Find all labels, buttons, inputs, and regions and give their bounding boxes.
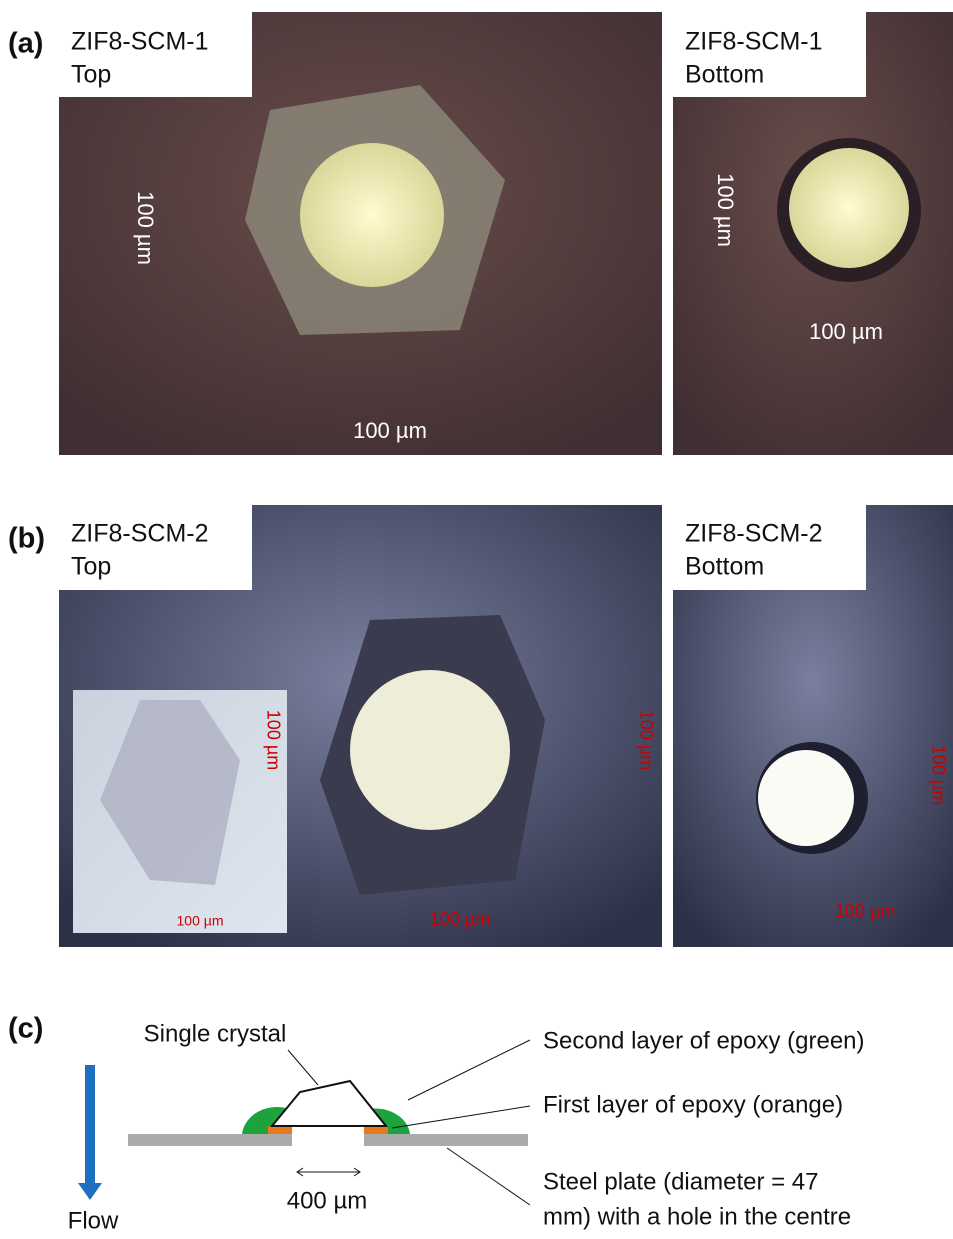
caption: ZIF8-SCM-2 bbox=[685, 520, 823, 548]
scale-bar: 100 µm bbox=[713, 173, 738, 247]
panel-label: (a) bbox=[8, 28, 43, 60]
pointer bbox=[288, 1050, 318, 1085]
caption: ZIF8-SCM-1 bbox=[71, 28, 209, 56]
pointer bbox=[408, 1040, 530, 1100]
flow-label: Flow bbox=[68, 1207, 119, 1234]
annotation: mm) with a hole in the centre bbox=[543, 1203, 851, 1230]
annotation: First layer of epoxy (orange) bbox=[543, 1091, 843, 1118]
steel-plate bbox=[364, 1134, 528, 1146]
annotation: Second layer of epoxy (green) bbox=[543, 1027, 865, 1054]
gap-label: 400 µm bbox=[287, 1187, 368, 1214]
epoxy-orange bbox=[364, 1126, 388, 1134]
figure: (a) ZIF8-SCM-1 Top 100 µm 100 µm ZIF8-SC… bbox=[0, 0, 953, 1234]
epoxy-orange bbox=[268, 1126, 292, 1134]
crystal-face bbox=[758, 750, 854, 846]
panel-label: (b) bbox=[8, 523, 45, 555]
scale-bar: 100 µm bbox=[177, 913, 224, 929]
caption: Top bbox=[71, 553, 111, 581]
pointer bbox=[392, 1106, 530, 1128]
scale-bar: 100 µm bbox=[636, 710, 656, 770]
caption: Bottom bbox=[685, 61, 764, 89]
scale-bar: 100 µm bbox=[809, 319, 883, 344]
scale-bar: 100 µm bbox=[835, 901, 895, 921]
crystal bbox=[272, 1081, 386, 1126]
scale-bar: 100 µm bbox=[928, 745, 948, 805]
scale-bar: 100 µm bbox=[353, 418, 427, 443]
flow-arrow-head bbox=[78, 1183, 102, 1200]
caption: Top bbox=[71, 61, 111, 89]
caption: Bottom bbox=[685, 553, 764, 581]
scale-bar: 100 µm bbox=[133, 191, 158, 265]
scale-bar: 100 µm bbox=[263, 710, 283, 770]
caption: ZIF8-SCM-2 bbox=[71, 520, 209, 548]
crystal-face bbox=[300, 143, 444, 287]
pointer bbox=[447, 1148, 530, 1205]
crystal-face bbox=[789, 148, 909, 268]
scale-bar: 100 µm bbox=[430, 909, 490, 929]
crystal-label: Single crystal bbox=[144, 1020, 287, 1047]
panel-label: (c) bbox=[8, 1013, 43, 1045]
steel-plate bbox=[128, 1134, 292, 1146]
crystal-face bbox=[350, 670, 510, 830]
annotation: Steel plate (diameter = 47 bbox=[543, 1168, 819, 1195]
caption: ZIF8-SCM-1 bbox=[685, 28, 823, 56]
